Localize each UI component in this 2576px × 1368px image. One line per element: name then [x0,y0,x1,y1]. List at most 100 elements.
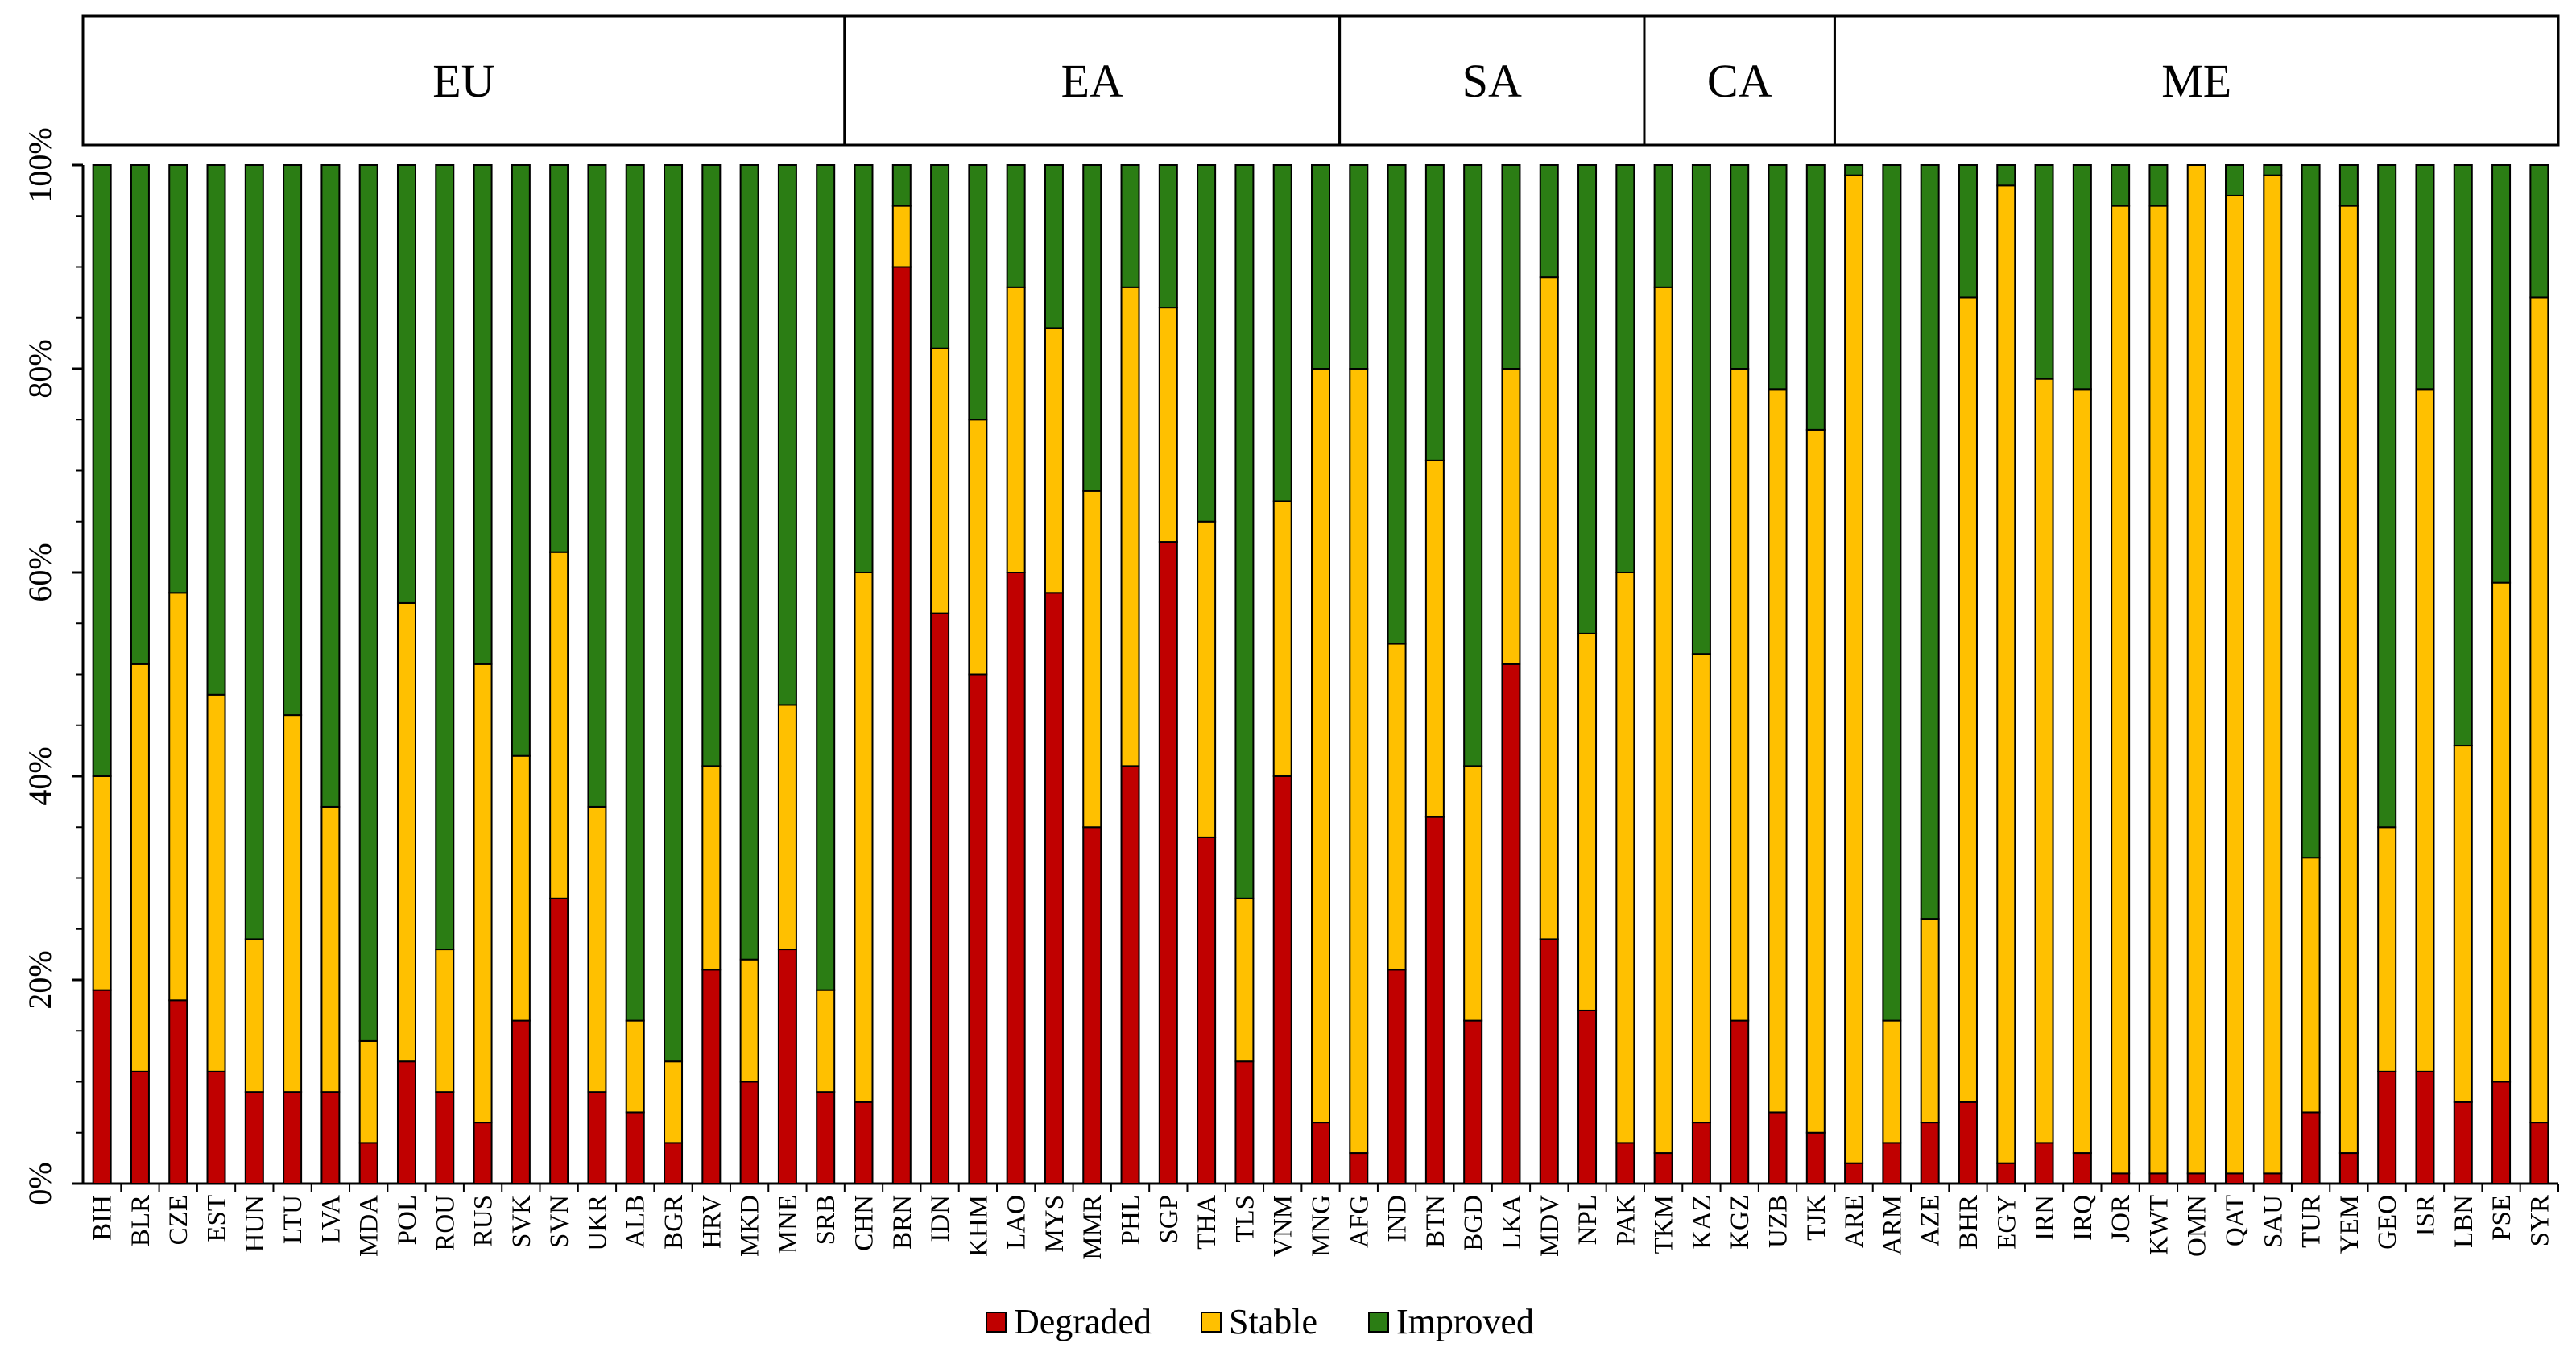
bar-pse-degraded [2491,1081,2512,1184]
x-tick-label: TJK [1802,1195,1831,1241]
bar-phl-degraded [1120,765,1140,1184]
bar-rus-degraded [473,1122,493,1184]
bar-sau-stable [2263,174,2283,1175]
bar-afg-improved [1349,164,1369,370]
bar-lao-improved [1006,164,1026,288]
bar-tkm-improved [1653,164,1673,288]
bar-ukr-improved [587,164,607,808]
x-tick-label: AFG [1345,1195,1374,1248]
bar-vnm-stable [1272,500,1292,777]
bar-khm-improved [968,164,988,421]
x-tick-label: BLR [126,1195,155,1246]
bar-isr-stable [2415,388,2435,1072]
x-tick-label: SVN [545,1195,574,1248]
bar-pak-improved [1615,164,1635,573]
bar-phl-improved [1120,164,1140,288]
bar-rou-stable [435,949,455,1093]
bar-ltu-improved [283,164,303,717]
bar-qat-improved [2225,164,2245,196]
bar-hun-degraded [244,1091,264,1185]
x-tick-label: BHR [1954,1195,1983,1250]
bar-pse-improved [2491,164,2512,584]
bar-arm-degraded [1882,1142,1902,1185]
bar-svk-degraded [511,1019,531,1184]
bar-tjk-degraded [1805,1131,1826,1184]
bar-brn-degraded [891,266,912,1184]
x-tick-label: MDA [355,1195,384,1257]
bar-afg-stable [1349,368,1369,1155]
x-tick-label: BGR [660,1195,688,1250]
bar-arm-stable [1882,1019,1902,1144]
bar-kgz-stable [1730,368,1750,1022]
x-tick-label: YEM [2335,1195,2364,1254]
y-tick-label: 20% [22,950,58,1009]
bar-cze-improved [168,164,188,594]
bar-brn-stable [891,205,912,268]
x-tick-label: TKM [1650,1195,1679,1254]
x-tick-label: RUS [469,1195,498,1246]
bar-tkm-stable [1653,286,1673,1155]
bar-egy-stable [1996,184,2016,1164]
x-tick-label: IND [1383,1195,1412,1242]
x-tick-label: KWT [2144,1195,2173,1255]
bar-irn-stable [2034,378,2054,1144]
bar-npl-degraded [1577,1009,1598,1184]
x-tick-label: SRB [812,1195,841,1245]
bar-mng-improved [1311,164,1330,370]
bar-kaz-degraded [1691,1122,1711,1184]
bar-bgr-stable [664,1060,684,1144]
x-tick-label: GEO [2373,1195,2402,1250]
bar-sau-improved [2263,164,2283,176]
bar-tjk-stable [1805,428,1826,1134]
bar-ind-improved [1387,164,1407,645]
bar-mmr-stable [1082,490,1102,829]
x-tick-label: KGZ [1726,1195,1755,1250]
bar-tha-stable [1197,520,1217,838]
legend-swatch-degraded [986,1312,1007,1333]
bar-mne-degraded [777,949,797,1185]
bar-pak-degraded [1615,1142,1635,1185]
bar-egy-improved [1996,164,2016,187]
x-tick-label: IRQ [2069,1195,2098,1241]
bar-est-stable [206,693,226,1072]
bar-tls-stable [1234,897,1255,1063]
bar-yem-improved [2338,164,2359,207]
bar-irn-degraded [2034,1142,2054,1185]
bar-cze-degraded [168,999,188,1185]
bar-mdv-degraded [1539,938,1559,1185]
x-tick-label: PAK [1611,1195,1640,1246]
bar-tha-degraded [1197,836,1217,1185]
x-tick-label: EST [203,1195,232,1242]
bar-mda-improved [358,164,378,1042]
bar-vnm-improved [1272,164,1292,502]
bar-mkd-improved [739,164,759,961]
x-tick-label: IDN [926,1195,955,1242]
legend-swatch-stable [1201,1312,1222,1333]
x-tick-label: UZB [1764,1195,1793,1248]
bar-est-degraded [206,1070,226,1184]
bar-idn-improved [930,164,950,349]
bar-are-degraded [1844,1162,1864,1184]
bar-geo-improved [2377,164,2397,829]
bar-pak-stable [1615,572,1635,1144]
bar-mkd-stable [739,958,759,1083]
bar-ind-degraded [1387,969,1407,1184]
bar-blr-degraded [130,1070,150,1184]
bar-tha-improved [1197,164,1217,523]
bar-svk-improved [511,164,531,757]
bar-sgp-improved [1158,164,1178,309]
bar-bih-stable [92,775,112,991]
bar-mdv-improved [1539,164,1559,279]
bar-sgp-degraded [1158,541,1178,1184]
x-tick-label: BRN [888,1195,917,1250]
bar-hun-stable [244,938,264,1093]
y-tick-label: 80% [22,339,58,398]
bar-uzb-degraded [1768,1111,1788,1184]
bar-blr-improved [130,164,150,665]
bar-npl-improved [1577,164,1598,634]
bar-ind-stable [1387,643,1407,971]
bar-tls-degraded [1234,1060,1255,1184]
legend-label: Stable [1229,1302,1317,1341]
region-label: ME [2161,55,2231,107]
bars [92,164,2549,1185]
